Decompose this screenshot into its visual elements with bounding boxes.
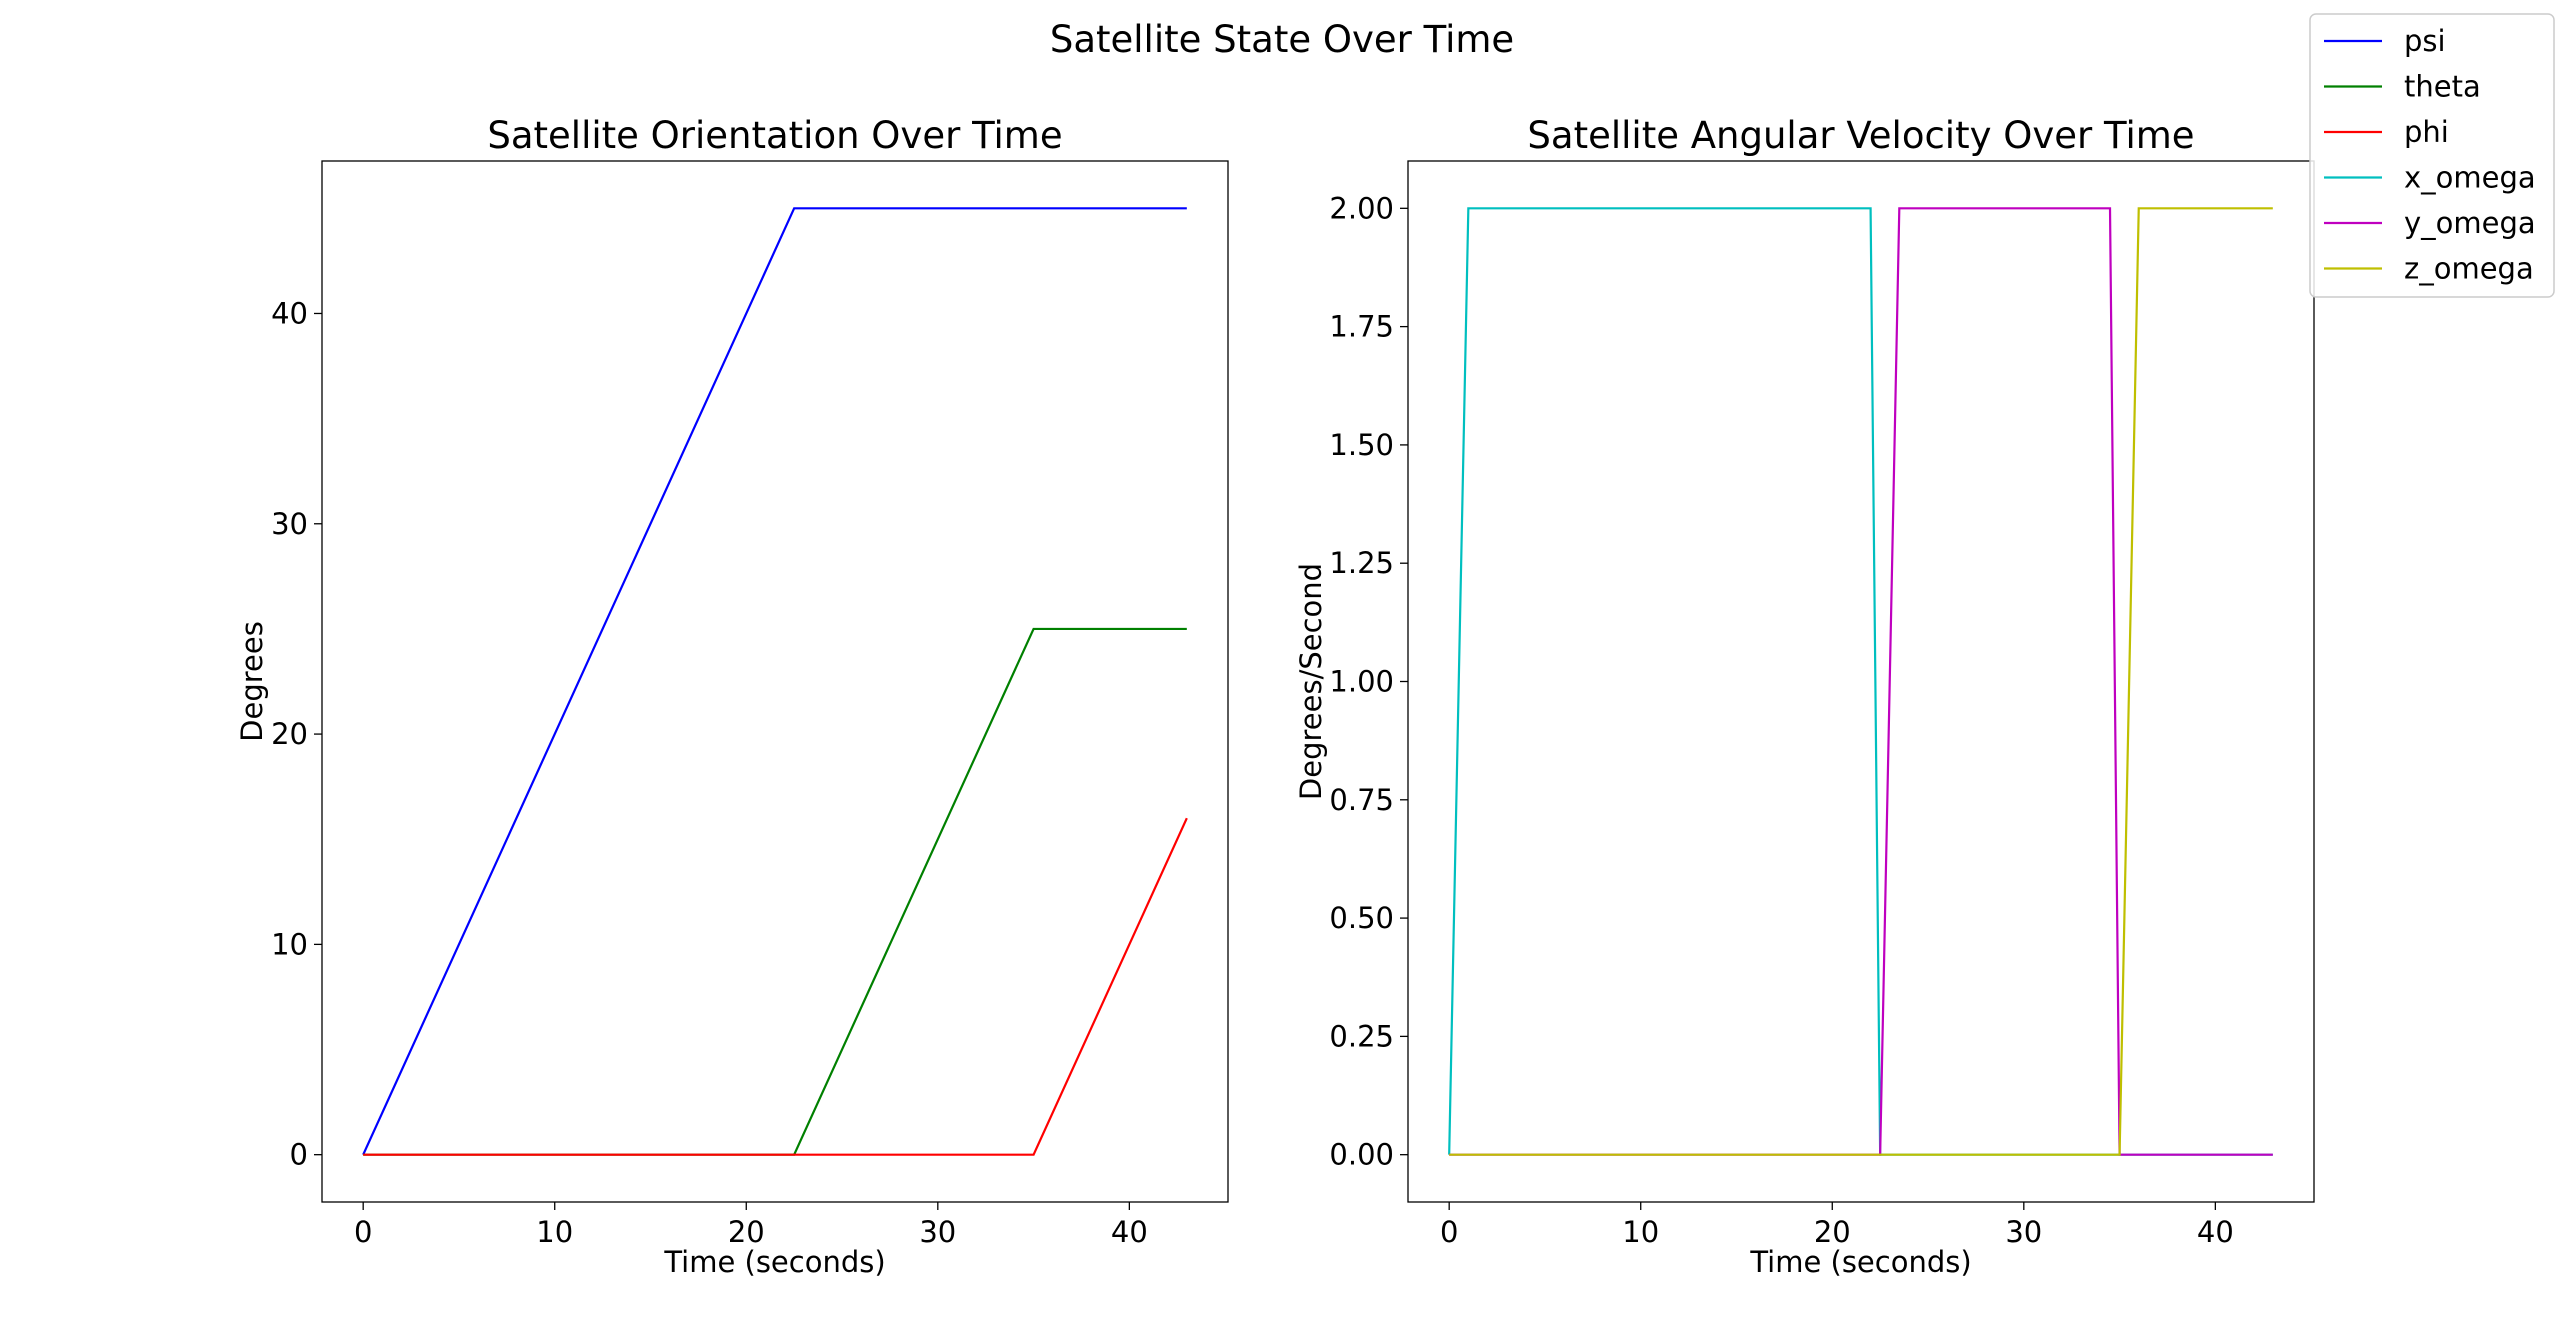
y-tick-label: 1.25 bbox=[1329, 546, 1394, 580]
x-tick-label: 0 bbox=[354, 1215, 372, 1249]
x-tick-label: 40 bbox=[2197, 1215, 2234, 1249]
plot-frame bbox=[1407, 160, 2315, 1203]
legend-label-theta: theta bbox=[2404, 70, 2481, 104]
y-tick-label: 40 bbox=[271, 296, 308, 330]
figure-title: Satellite State Over Time bbox=[1050, 18, 1514, 61]
series-line-theta bbox=[363, 627, 1187, 1156]
y-tick-label: 10 bbox=[271, 927, 308, 961]
y-tick-label: 0.50 bbox=[1329, 901, 1394, 935]
y-tick-label: 20 bbox=[271, 717, 308, 751]
x-tick-label: 10 bbox=[536, 1215, 573, 1249]
series-line-phi bbox=[363, 817, 1188, 1156]
x-tick-label: 30 bbox=[2005, 1215, 2042, 1249]
legend-label-x-omega: x_omega bbox=[2404, 161, 2536, 195]
x-tick-label: 20 bbox=[728, 1215, 765, 1249]
legend-label-psi: psi bbox=[2404, 24, 2446, 58]
x-axis-label: Time (seconds) bbox=[1749, 1245, 1971, 1279]
legend-box bbox=[2309, 13, 2555, 298]
y-tick-label: 30 bbox=[271, 507, 308, 541]
orientation-chart-title: Satellite Orientation Over Time bbox=[487, 114, 1062, 157]
series-line-x-omega bbox=[1448, 207, 2273, 1156]
legend-label-z-omega: z_omega bbox=[2404, 252, 2534, 286]
x-tick-label: 10 bbox=[1622, 1215, 1659, 1249]
y-axis-label: Degrees bbox=[235, 621, 269, 742]
x-tick-label: 0 bbox=[1440, 1215, 1458, 1249]
series-line-psi bbox=[362, 207, 1187, 1156]
series-line-z-omega bbox=[1449, 207, 2273, 1156]
y-tick-label: 2.00 bbox=[1329, 191, 1394, 225]
series-line-y-omega bbox=[1449, 207, 2273, 1156]
x-tick-label: 20 bbox=[1814, 1215, 1851, 1249]
angular-velocity-chart-title: Satellite Angular Velocity Over Time bbox=[1527, 114, 2194, 157]
x-tick-label: 30 bbox=[919, 1215, 956, 1249]
x-axis-label: Time (seconds) bbox=[663, 1245, 885, 1279]
angular-velocity-chart: 0 10 20 30 40 0.00 0.25 0.50 0.75 1.00 1.25 1.50 1.7… bbox=[1294, 114, 2315, 1279]
plot-frame bbox=[321, 160, 1229, 1203]
y-tick-label: 0 bbox=[290, 1138, 308, 1172]
y-tick-label: 0.25 bbox=[1329, 1019, 1394, 1053]
legend-label-y-omega: y_omega bbox=[2404, 206, 2536, 240]
y-tick-label: 0.00 bbox=[1329, 1138, 1394, 1172]
y-axis-label: Degrees/Second bbox=[1294, 563, 1328, 800]
legend-label-phi: phi bbox=[2404, 115, 2449, 149]
x-tick-label: 40 bbox=[1111, 1215, 1148, 1249]
y-tick-label: 0.75 bbox=[1329, 783, 1394, 817]
y-tick-label: 1.75 bbox=[1329, 310, 1394, 344]
orientation-chart: 0 10 20 30 40 0 10 20 30 40 Satellite Orientation … bbox=[235, 114, 1229, 1279]
y-tick-label: 1.50 bbox=[1329, 428, 1394, 462]
y-tick-label: 1.00 bbox=[1329, 665, 1394, 699]
legend: psi theta phi x_omega y_omega z_omega bbox=[2309, 13, 2555, 298]
